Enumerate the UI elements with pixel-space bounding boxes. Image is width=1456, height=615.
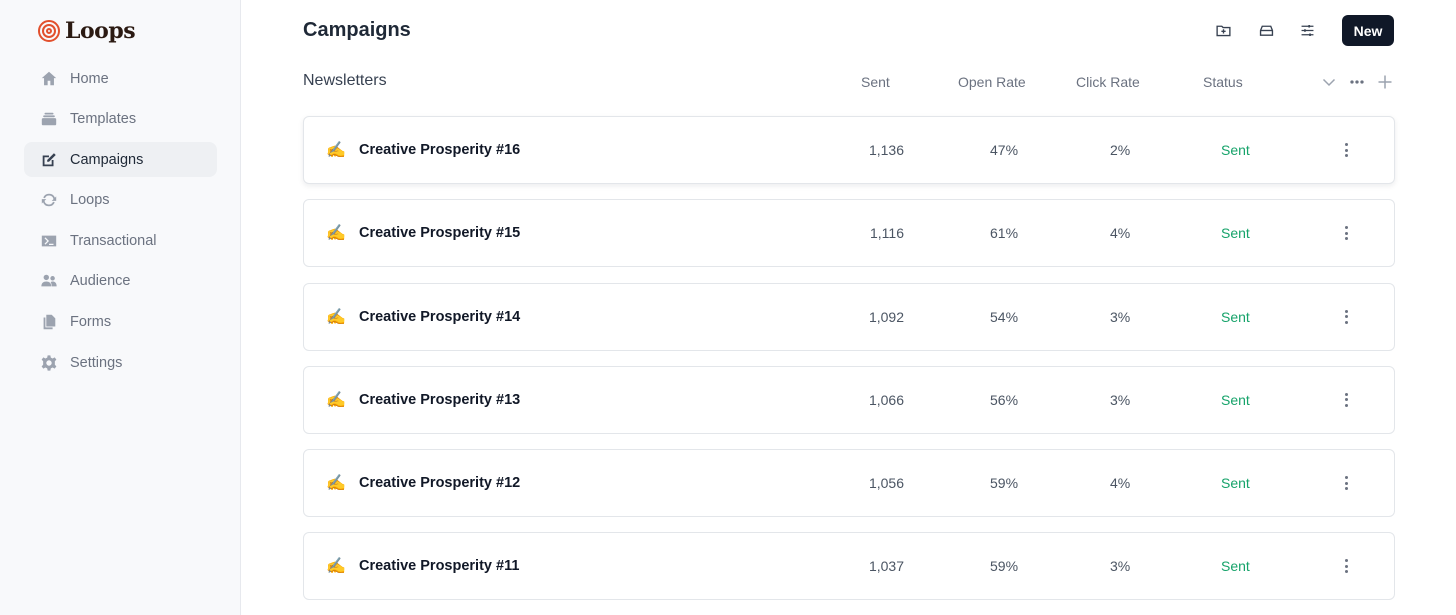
plus-icon[interactable] [1376, 73, 1394, 91]
campaign-name[interactable]: Creative Prosperity #15 [359, 225, 521, 242]
more-vertical-icon[interactable] [1340, 222, 1352, 244]
home-icon [39, 69, 59, 89]
loops-logo-icon [38, 20, 60, 42]
edit-icon [39, 150, 59, 170]
open-rate: 59% [990, 475, 1019, 492]
status-badge: Sent [1221, 475, 1250, 492]
table-header: Newsletters Sent Open Rate Click Rate St… [303, 72, 1395, 92]
column-header-sent[interactable]: Sent [861, 74, 890, 90]
sidebar-item-forms[interactable]: Forms [24, 305, 217, 340]
click-rate: 4% [1110, 475, 1131, 492]
table-row[interactable]: ✍️ Creative Prosperity #15 1,116 61% 4% … [303, 199, 1395, 268]
click-rate: 3% [1110, 558, 1131, 575]
status-badge: Sent [1221, 558, 1250, 575]
main-content: Campaigns New Newsletters Sent Open Rate… [241, 0, 1456, 615]
sidebar-item-label: Campaigns [70, 151, 144, 168]
sidebar-item-audience[interactable]: Audience [24, 264, 217, 299]
page-title: Campaigns [303, 19, 411, 41]
documents-icon [39, 312, 59, 332]
open-rate: 56% [990, 391, 1019, 408]
click-rate: 3% [1110, 308, 1131, 325]
writing-hand-icon: ✍️ [326, 142, 346, 159]
sidebar-item-label: Loops [70, 192, 110, 209]
new-campaign-button[interactable]: New [1342, 15, 1394, 46]
stack-icon [39, 109, 59, 129]
sent-count: 1,056 [868, 475, 904, 492]
terminal-icon [39, 231, 59, 251]
open-rate: 54% [990, 308, 1019, 325]
column-header-click-rate[interactable]: Click Rate [1076, 74, 1140, 90]
sliders-icon[interactable] [1297, 20, 1317, 40]
sidebar-item-label: Home [70, 70, 109, 87]
table-row[interactable]: ✍️ Creative Prosperity #11 1,037 59% 3% … [303, 532, 1395, 601]
writing-hand-icon: ✍️ [326, 308, 346, 326]
sidebar-item-loops[interactable]: Loops [24, 183, 217, 218]
status-badge: Sent [1221, 308, 1250, 325]
open-rate: 59% [990, 558, 1019, 575]
campaign-name[interactable]: Creative Prosperity #16 [359, 142, 521, 158]
table-row[interactable]: ✍️ Creative Prosperity #14 1,092 54% 3% … [303, 282, 1395, 351]
status-badge: Sent [1221, 142, 1250, 158]
table-row[interactable]: ✍️ Creative Prosperity #16 1,136 47% 2% … [303, 116, 1395, 184]
sidebar-item-label: Templates [70, 111, 137, 128]
click-rate: 4% [1110, 225, 1131, 242]
click-rate: 3% [1110, 391, 1131, 408]
campaign-name[interactable]: Creative Prosperity #13 [359, 391, 521, 408]
sent-count: 1,116 [870, 225, 904, 242]
sent-count: 1,037 [868, 558, 904, 575]
click-rate: 2% [1110, 142, 1131, 158]
status-badge: Sent [1221, 391, 1250, 408]
more-vertical-icon[interactable] [1340, 472, 1352, 494]
section-title: Newsletters [303, 72, 387, 89]
sidebar-item-home[interactable]: Home [24, 61, 217, 96]
writing-hand-icon: ✍️ [326, 475, 346, 493]
gear-icon [39, 353, 59, 373]
sidebar-item-templates[interactable]: Templates [24, 102, 217, 137]
sidebar-nav: Home Templates Campaigns Loops [24, 61, 217, 386]
campaign-name[interactable]: Creative Prosperity #14 [359, 308, 521, 325]
sidebar-item-label: Settings [70, 354, 123, 371]
table-row[interactable]: ✍️ Creative Prosperity #12 1,056 59% 4% … [303, 449, 1395, 518]
logo-text: Loops [65, 18, 136, 44]
sidebar-item-campaigns[interactable]: Campaigns [24, 142, 217, 178]
status-badge: Sent [1221, 225, 1250, 242]
sent-count: 1,092 [868, 308, 904, 325]
chevron-down-icon[interactable] [1320, 73, 1338, 91]
more-horizontal-icon[interactable] [1348, 73, 1366, 91]
more-vertical-icon[interactable] [1340, 555, 1352, 577]
more-vertical-icon[interactable] [1340, 139, 1352, 161]
campaign-list: ✍️ Creative Prosperity #16 1,136 47% 2% … [303, 116, 1395, 615]
folder-plus-icon[interactable] [1213, 20, 1233, 40]
campaign-name[interactable]: Creative Prosperity #12 [359, 475, 521, 492]
more-vertical-icon[interactable] [1340, 389, 1352, 411]
archive-icon[interactable] [1256, 20, 1276, 40]
open-rate: 61% [990, 225, 1019, 242]
refresh-icon [39, 190, 59, 210]
sidebar-item-label: Transactional [70, 232, 157, 249]
sent-count: 1,066 [868, 391, 904, 408]
writing-hand-icon: ✍️ [326, 225, 346, 243]
writing-hand-icon: ✍️ [326, 391, 346, 409]
sent-count: 1,136 [868, 142, 904, 158]
column-header-open-rate[interactable]: Open Rate [958, 74, 1026, 90]
table-row[interactable]: ✍️ Creative Prosperity #13 1,066 56% 3% … [303, 365, 1395, 434]
sidebar: Loops Home Templates Campaigns [0, 0, 241, 615]
sidebar-item-label: Audience [70, 273, 131, 290]
more-vertical-icon[interactable] [1340, 306, 1352, 328]
users-icon [39, 271, 59, 291]
column-header-status[interactable]: Status [1203, 74, 1243, 90]
sidebar-item-label: Forms [70, 314, 112, 331]
sidebar-item-settings[interactable]: Settings [24, 345, 217, 380]
writing-hand-icon: ✍️ [326, 558, 346, 576]
sidebar-item-transactional[interactable]: Transactional [24, 223, 217, 258]
open-rate: 47% [990, 142, 1019, 158]
logo[interactable]: Loops [38, 18, 136, 44]
campaign-name[interactable]: Creative Prosperity #11 [359, 558, 520, 575]
